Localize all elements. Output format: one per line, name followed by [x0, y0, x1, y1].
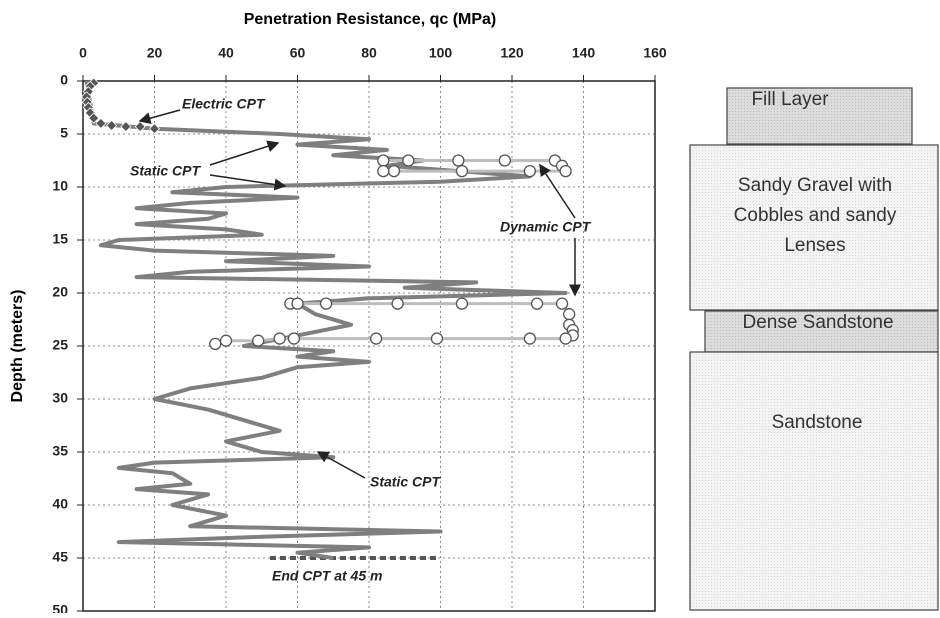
plot-frame: [82, 80, 656, 612]
dynamic-cpt-point: [555, 297, 569, 310]
dynamic-cpt-point: [523, 164, 537, 178]
dynamic-cpt-point: [377, 154, 390, 167]
x-tick-label: 40: [218, 45, 234, 61]
dynamic-cpt-point: [452, 154, 465, 167]
annotation: Electric CPT: [182, 96, 266, 112]
dynamic-cpt-point: [287, 332, 301, 345]
dynamic-cpt-point: [209, 337, 222, 351]
static-cpt-line: [84, 80, 568, 560]
y-tick-label: 35: [52, 443, 68, 459]
y-tick-label: 5: [60, 125, 68, 141]
dynamic-cpt-point: [319, 297, 333, 310]
soil-profile: Fill Layer Sandy Gravel with Cobbles and s…: [689, 87, 939, 611]
x-tick-label: 80: [361, 45, 377, 61]
soil-layer-label: Sandstone: [772, 412, 863, 433]
electric-cpt-point: [88, 112, 100, 124]
dynamic-cpt-point: [402, 154, 415, 167]
dynamic-cpt-point: [369, 332, 383, 345]
soil-layer-label: Sandy Gravel with Cobbles and sandy Lenses: [734, 175, 897, 256]
y-axis-label: Depth (meters): [9, 290, 26, 403]
x-tick-label: 100: [429, 45, 453, 61]
electric-cpt-point: [106, 119, 118, 132]
annotation-arrow: [209, 140, 280, 166]
y-tick-label: 10: [52, 178, 68, 194]
annotation: Dynamic CPT: [500, 219, 592, 235]
electric-cpt-point: [120, 121, 132, 133]
dynamic-cpt-point: [498, 154, 512, 167]
soil-layer: [689, 351, 939, 611]
x-tick-label: 20: [147, 45, 163, 61]
dynamic-cpt-point: [455, 164, 469, 178]
dynamic-cpt-point: [291, 297, 304, 310]
dynamic-cpt-point: [523, 332, 537, 345]
x-tick-label: 160: [643, 45, 667, 61]
x-tick-label: 140: [572, 45, 596, 61]
soil-layer: [726, 87, 913, 145]
dynamic-cpt-point: [455, 297, 469, 310]
y-tick-label: 20: [52, 284, 68, 300]
annotation: Static CPT: [370, 474, 441, 490]
y-tick-label: 30: [52, 390, 68, 406]
dynamic-cpt-point: [219, 334, 233, 347]
annotation-arrow: [316, 451, 366, 479]
dynamic-cpt-point: [387, 164, 401, 178]
y-tick-label: 25: [52, 337, 68, 353]
soil-layer-label: Dense Sandstone: [742, 312, 893, 333]
dynamic-cpt-point: [377, 164, 390, 178]
soil-layer: [689, 144, 939, 311]
x-tick-label: 0: [79, 45, 87, 61]
dynamic-cpt-point: [559, 164, 572, 178]
dynamic-cpt-point: [559, 332, 572, 345]
dynamic-cpt-point: [252, 334, 265, 347]
y-tick-label: 15: [52, 231, 68, 247]
dynamic-cpt-point: [563, 308, 576, 321]
electric-cpt-point: [148, 123, 161, 135]
annotation-arrow: [138, 109, 181, 125]
dynamic-cpt-point: [273, 332, 286, 345]
x-tick-label: 120: [500, 45, 524, 61]
annotation-arrow: [209, 174, 287, 191]
dynamic-cpt-point: [530, 297, 544, 310]
y-tick-label: 40: [52, 496, 68, 512]
annotation: Static CPT: [130, 163, 201, 179]
electric-cpt-point: [95, 117, 107, 129]
annotation: End CPT at 45 m: [272, 568, 382, 584]
soil-layer-label: Fill Layer: [751, 89, 829, 110]
y-tick-label: 50: [52, 602, 68, 613]
annotation-arrow: [539, 163, 576, 219]
y-tick-label: 0: [60, 72, 68, 88]
electric-cpt-point: [134, 121, 146, 133]
dynamic-cpt-point: [430, 332, 444, 345]
y-tick-label: 45: [52, 549, 68, 565]
x-tick-label: 60: [290, 45, 306, 61]
chart-title: Penetration Resistance, qc (MPa): [244, 11, 497, 28]
dynamic-cpt-point: [391, 297, 404, 310]
dynamic-cpt-line: [214, 302, 575, 346]
